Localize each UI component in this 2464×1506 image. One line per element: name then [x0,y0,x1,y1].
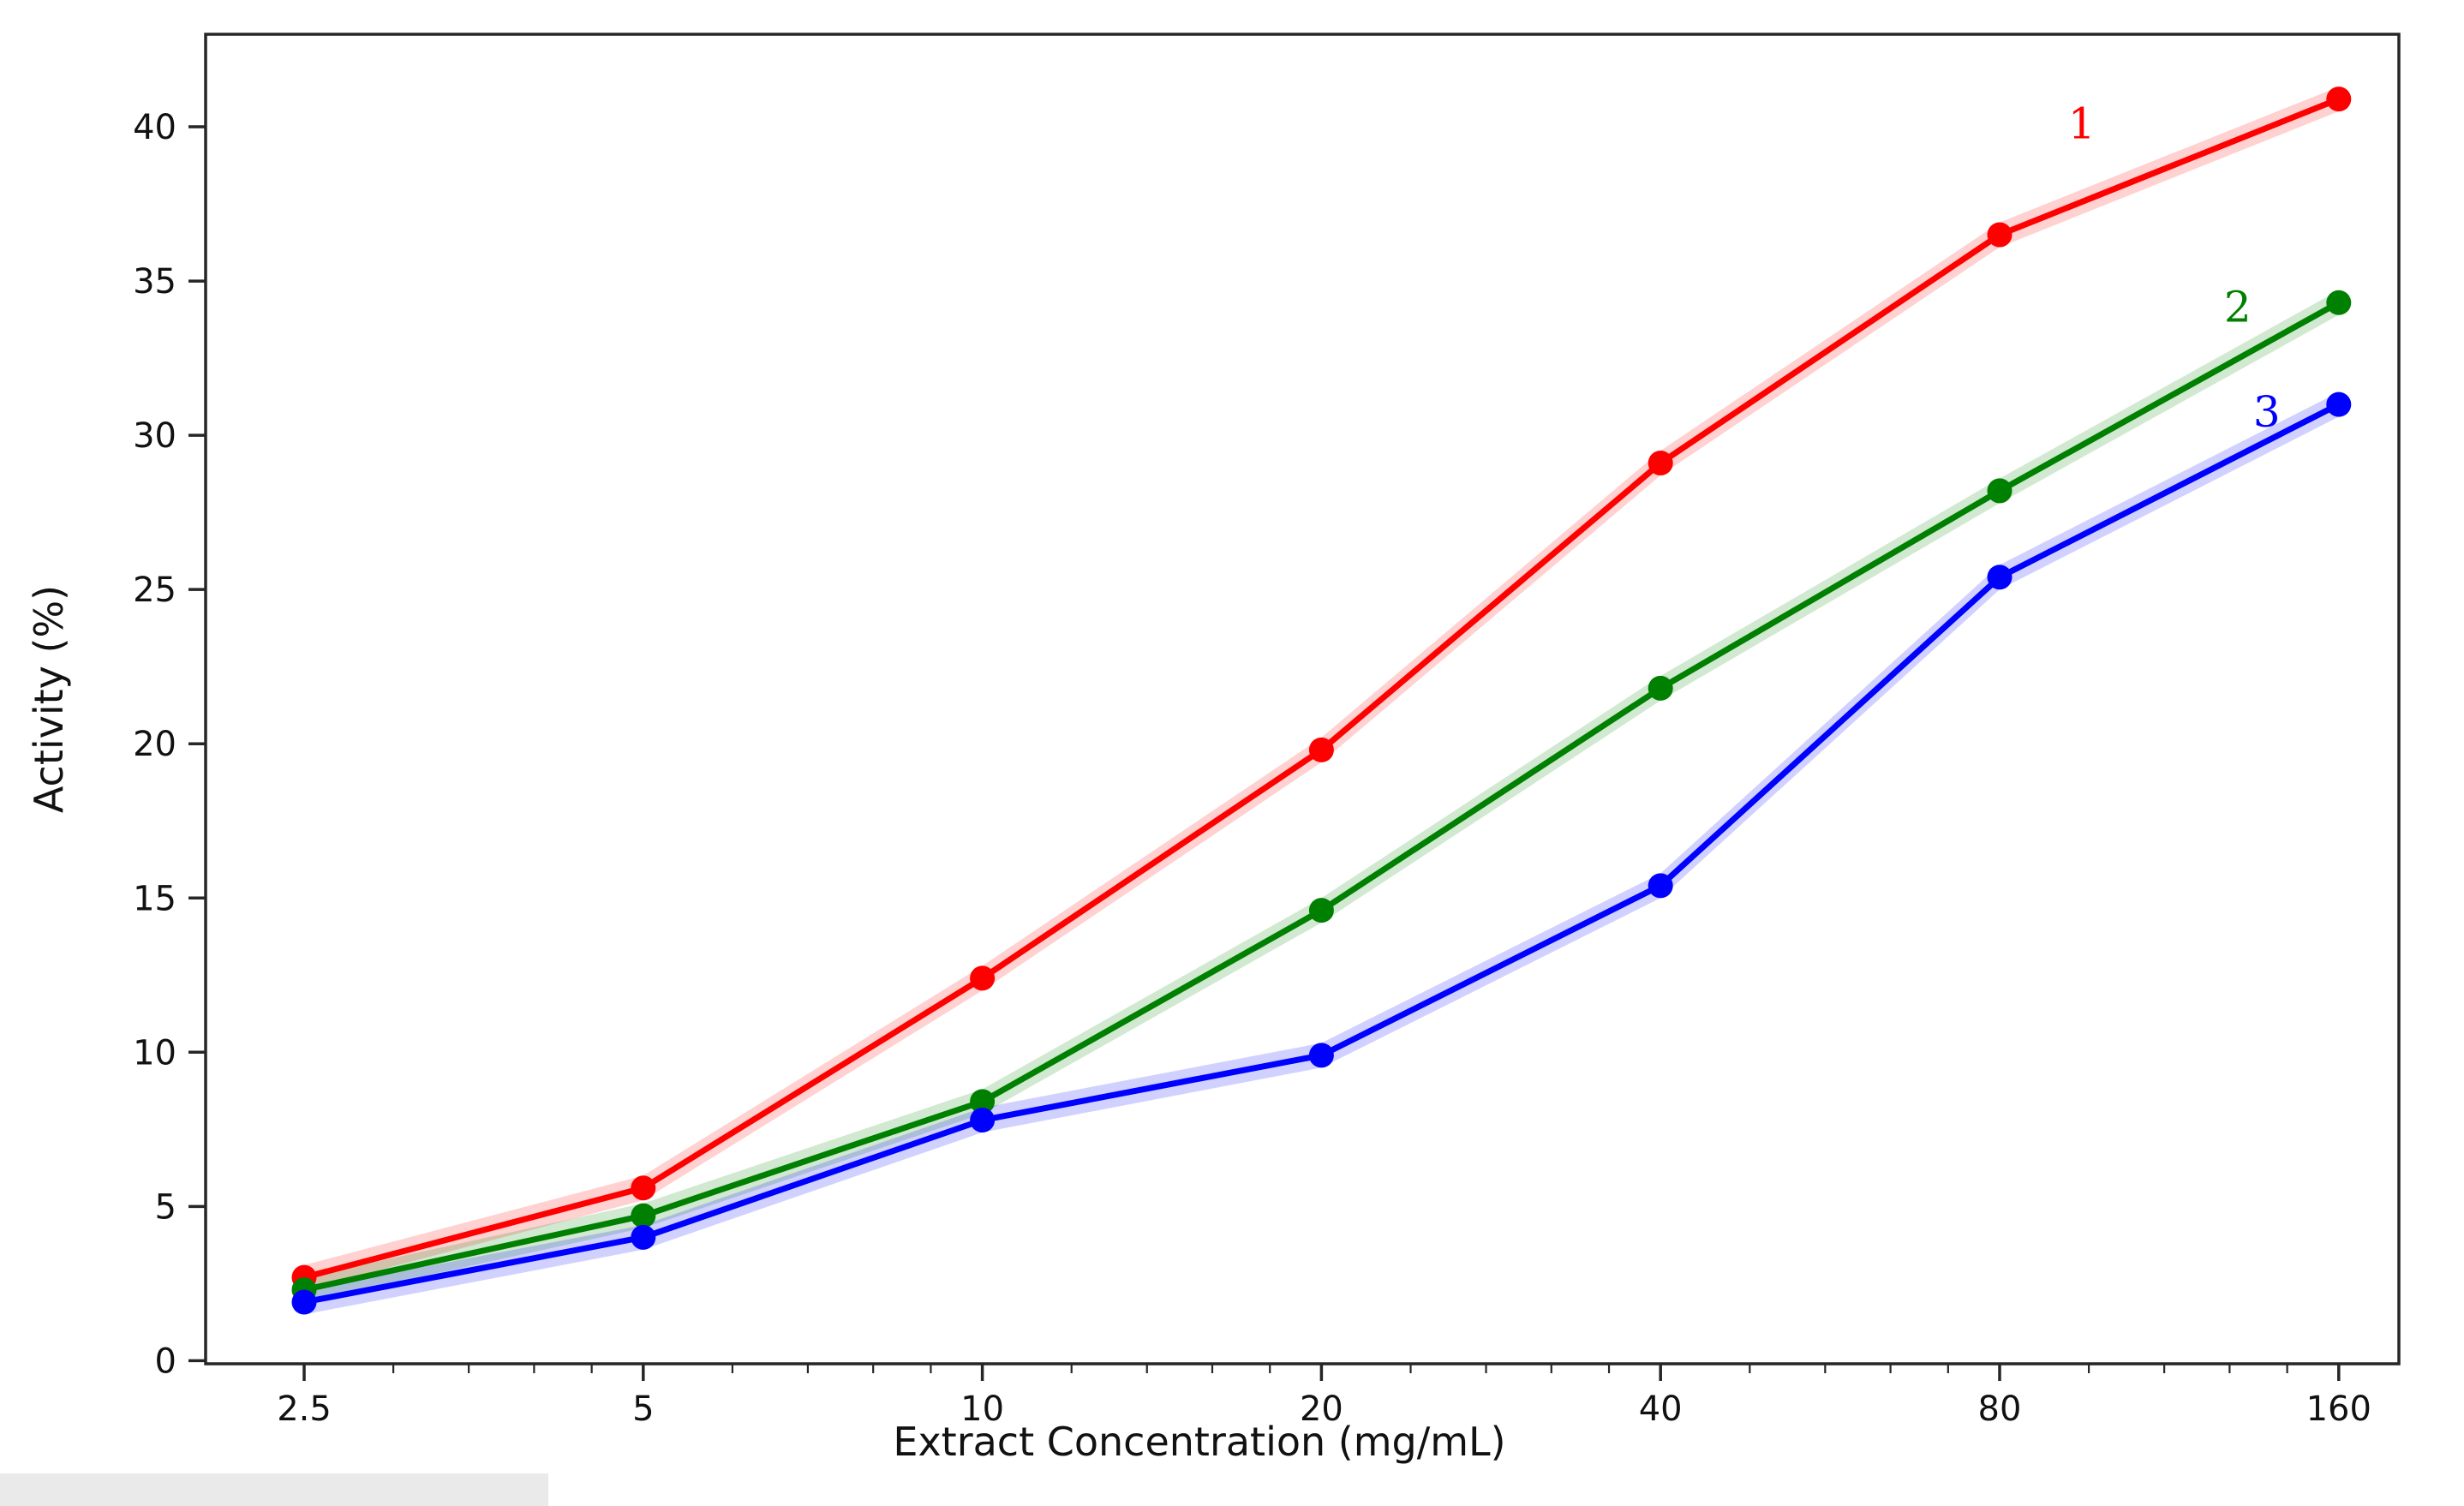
series-2-point [1308,898,1334,923]
series-1-point [1308,737,1334,762]
bottom-left-artifact [0,1473,548,1506]
series-1-point [631,1175,656,1201]
series-2-point [2326,290,2352,315]
series-1-point [2326,87,2352,112]
series-3-point [2326,391,2352,417]
series-1-point [970,965,996,991]
y-tick-label: 35 [133,262,176,302]
x-tick-label: 2.5 [277,1389,332,1429]
series-3-point [1308,1043,1334,1068]
series-1-label: 1 [2068,99,2096,149]
series-2-band [304,290,2339,1302]
series-3-line [301,401,2342,1306]
y-tick-label: 5 [155,1187,176,1227]
series-3-point [1648,873,1673,899]
y-tick-label: 20 [133,725,176,764]
series-3-point [1987,565,2012,590]
series-3-point [631,1224,656,1250]
y-tick-label: 25 [133,571,176,610]
x-tick-label: 160 [2306,1389,2371,1429]
series-2-point [970,1089,996,1115]
x-tick-label: 80 [1978,1389,2022,1429]
series-3-point [970,1108,996,1133]
x-tick-label: 10 [960,1389,1004,1429]
y-axis-title: Activity (%) [26,584,72,814]
y-tick-label: 30 [133,416,176,456]
series-2-label: 2 [2224,282,2252,332]
series-1-point [1648,451,1673,476]
series-1-point [1987,222,2012,248]
series-1-line [301,96,2342,1281]
y-tick-label: 0 [155,1342,176,1381]
series-1-band [304,87,2339,1290]
plot-border [204,33,2401,1366]
x-tick-label: 40 [1639,1389,1683,1429]
series-3-point [291,1289,317,1315]
y-tick-label: 10 [133,1033,176,1073]
series-3-label: 3 [2253,387,2281,437]
y-tick-label: 15 [133,879,176,918]
series-3-band [304,391,2339,1315]
x-axis-title: Extract Concentration (mg/mL) [893,1419,1506,1465]
x-tick-label: 20 [1300,1389,1343,1429]
series-2-point [1648,675,1673,701]
x-tick-label: 5 [632,1389,654,1429]
series-2-line [301,299,2342,1294]
y-tick-label: 40 [133,108,176,147]
series-2-point [631,1203,656,1228]
series-2-point [1987,478,2012,504]
